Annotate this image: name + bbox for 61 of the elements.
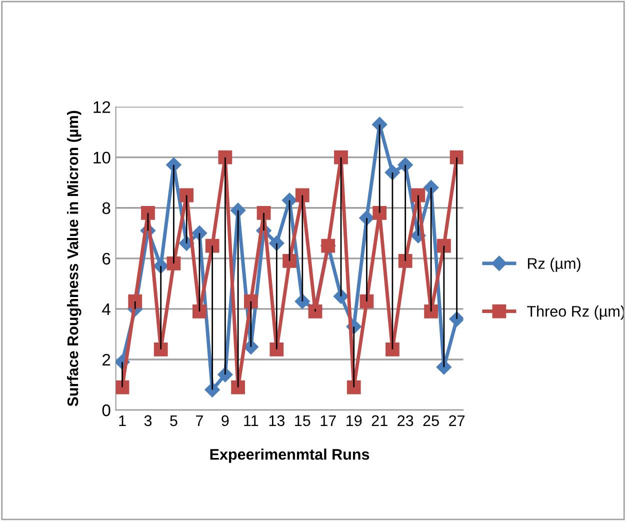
point (436, 238, 451, 253)
point (154, 342, 168, 356)
point (386, 342, 400, 356)
x-tick-label: 21 (372, 415, 388, 426)
y-tick-label: 12 (94, 101, 110, 113)
point (204, 382, 220, 398)
point (360, 294, 374, 308)
x-tick-label: 27 (449, 415, 465, 426)
point (230, 202, 246, 218)
x-tick-label: 15 (295, 415, 310, 426)
x-tick-label: 23 (398, 415, 414, 426)
x-tick-label: 19 (346, 415, 362, 426)
point (166, 256, 181, 270)
point (450, 150, 464, 164)
point (424, 304, 438, 318)
x-tick-label: 17 (320, 415, 336, 426)
y-tick-label: 10 (94, 152, 110, 164)
point (282, 254, 296, 268)
point (205, 238, 220, 253)
x-tick-label: 3 (144, 415, 152, 426)
point (180, 188, 194, 202)
point (411, 188, 426, 202)
x-tick-label: 9 (222, 415, 229, 426)
point (128, 294, 142, 308)
x-tick-label: 5 (170, 415, 178, 426)
y-axis-title: Surface Roughness Value in Micron (µm) (66, 110, 82, 406)
y-tick-label: 8 (102, 202, 110, 214)
y-tick-label: 0 (102, 404, 110, 416)
point (256, 206, 271, 220)
point (295, 188, 310, 202)
x-axis-title: Expeerimenmtal Runs (210, 448, 370, 463)
point (244, 294, 258, 308)
point (141, 206, 155, 220)
point (372, 206, 387, 220)
point (424, 180, 439, 196)
x-tick-label: 11 (244, 415, 258, 426)
point (384, 164, 400, 180)
point (269, 236, 284, 251)
point (192, 226, 208, 241)
x-tick-label: 13 (269, 415, 284, 426)
point (359, 210, 374, 226)
point (270, 342, 284, 356)
x-tick-label: 25 (423, 415, 439, 426)
point (231, 380, 245, 394)
y-tick-label: 4 (102, 304, 110, 315)
point (166, 157, 182, 172)
x-tick-label: 1 (119, 415, 126, 426)
point (398, 157, 413, 172)
y-tick-label: 2 (102, 354, 110, 366)
point (308, 304, 322, 318)
point (398, 254, 412, 268)
y-tick-label: 6 (102, 252, 110, 265)
point (333, 288, 349, 304)
point (346, 380, 361, 394)
legend-label: Rz (µm) (528, 258, 580, 272)
point (334, 150, 348, 164)
point (282, 192, 298, 208)
x-tick-label: 7 (196, 415, 203, 426)
point (218, 150, 232, 164)
point (116, 380, 130, 394)
point (192, 304, 206, 318)
